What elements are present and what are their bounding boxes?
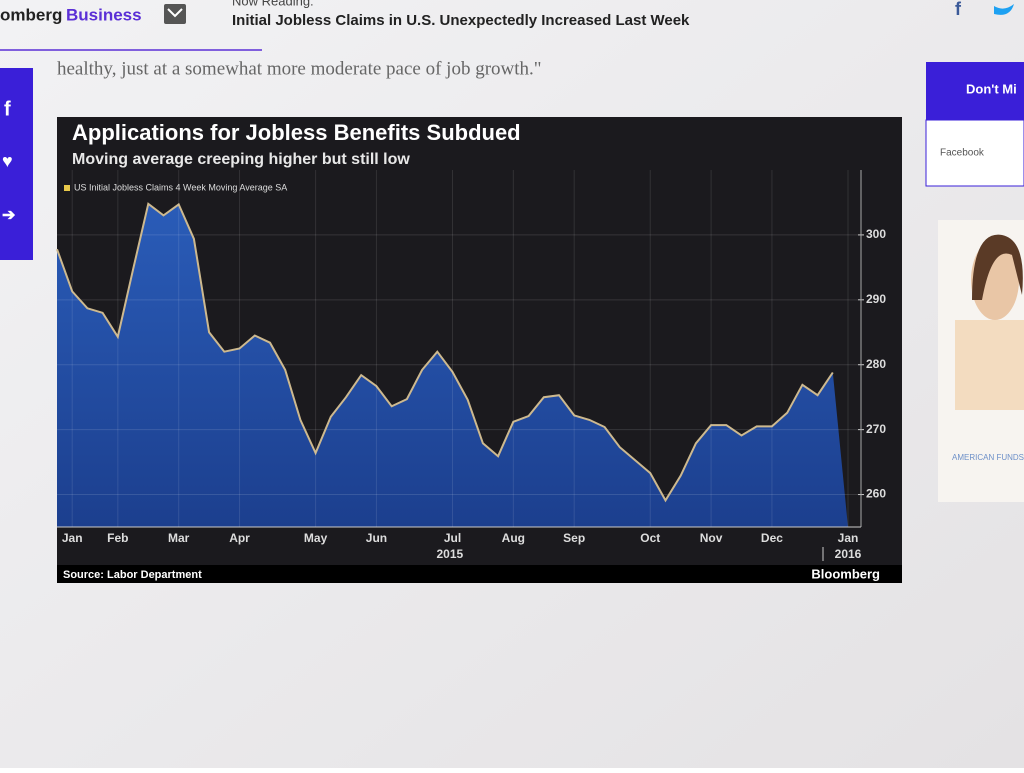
x-tick-label: Aug xyxy=(502,531,525,545)
headline[interactable]: Initial Jobless Claims in U.S. Unexpecte… xyxy=(232,12,690,29)
chart-title: Applications for Jobless Benefits Subdue… xyxy=(72,120,521,145)
share-bar xyxy=(0,68,33,260)
x-tick-label: Sep xyxy=(563,531,585,545)
source: Source: Labor Department xyxy=(63,569,202,581)
mail-icon[interactable] xyxy=(164,4,186,24)
y-tick-label: 280 xyxy=(866,357,886,371)
chart: Applications for Jobless Benefits Subdue… xyxy=(56,117,902,583)
x-tick-label: Apr xyxy=(229,531,250,545)
promo-tab-box xyxy=(925,119,1024,187)
promo-box xyxy=(926,62,1024,120)
share-more[interactable]: ➔ xyxy=(2,207,16,224)
article-text: healthy, just at a somewhat more moderat… xyxy=(57,58,542,79)
plot: 260 270 280 290 300 Jan Feb Mar Apr May Jun Jul Aug S… xyxy=(56,170,886,561)
x-tick-label: Mar xyxy=(168,531,190,545)
y-tick-label: 260 xyxy=(866,487,886,501)
x-tick-label: Jan xyxy=(838,531,859,545)
share-twitter[interactable]: ♥ xyxy=(2,151,13,171)
mail-glyph xyxy=(167,8,183,18)
y-tick-label: 300 xyxy=(866,227,886,241)
promo-tab[interactable]: Facebook xyxy=(940,148,985,159)
x-tick-label: Jun xyxy=(366,531,387,545)
area xyxy=(57,203,848,528)
ad-hair xyxy=(972,234,1023,300)
x-tick-label: Nov xyxy=(700,531,723,545)
line xyxy=(56,202,834,503)
chart-subtitle: Moving average creeping higher but still… xyxy=(72,151,410,168)
x-tick-label: May xyxy=(304,531,328,545)
facebook-icon[interactable]: f xyxy=(955,0,962,19)
y-tick-label: 270 xyxy=(866,422,886,436)
footer-bar xyxy=(57,565,902,583)
promo-text[interactable]: Don't Mi xyxy=(966,81,1017,96)
brand: omberg xyxy=(0,5,62,24)
x-tick-label: Jan xyxy=(62,531,83,545)
brand-section: Business xyxy=(66,5,142,24)
share-facebook[interactable]: f xyxy=(4,98,11,120)
now-reading: Now Reading: xyxy=(232,0,314,8)
ad-text: AMERICAN FUNDS xyxy=(952,453,1024,462)
ad-body xyxy=(955,320,1024,410)
x-tick-label: Feb xyxy=(107,531,128,545)
year-label: 2016 xyxy=(835,547,862,561)
legend-label: US Initial Jobless Claims 4 Week Moving … xyxy=(74,182,287,192)
x-tick-label: Jul xyxy=(444,531,461,545)
x-tick-label: Dec xyxy=(761,531,783,545)
logo: Bloomberg xyxy=(811,566,880,581)
twitter-icon[interactable] xyxy=(994,4,1014,15)
x-tick-label: Oct xyxy=(640,531,660,545)
legend-swatch xyxy=(64,185,70,191)
year-label: 2015 xyxy=(437,547,464,561)
y-tick-label: 290 xyxy=(866,292,886,306)
